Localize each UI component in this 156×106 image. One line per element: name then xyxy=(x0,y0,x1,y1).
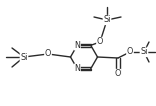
Text: O: O xyxy=(97,38,103,47)
Text: O: O xyxy=(127,47,133,56)
Text: O: O xyxy=(115,70,121,79)
Text: N: N xyxy=(74,41,80,50)
Text: Si: Si xyxy=(20,52,28,61)
Text: Si: Si xyxy=(103,15,111,24)
Text: O: O xyxy=(45,50,51,59)
Text: N: N xyxy=(74,64,80,73)
Text: Si: Si xyxy=(140,47,148,56)
